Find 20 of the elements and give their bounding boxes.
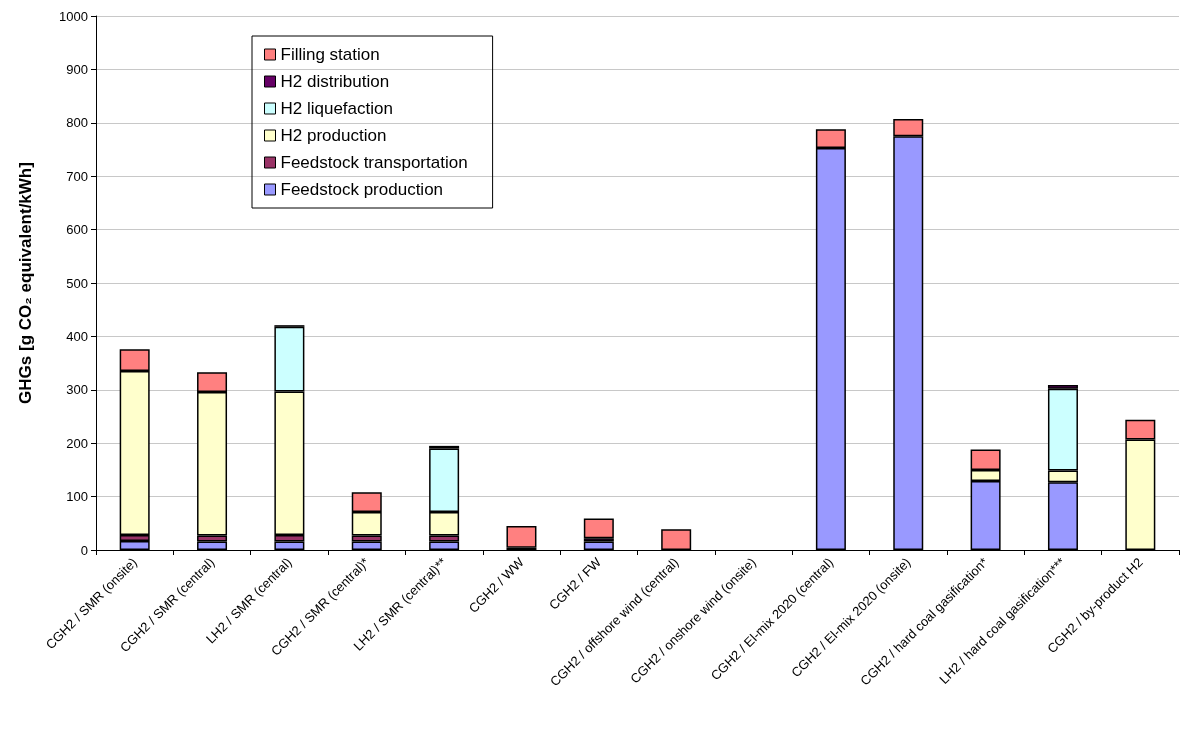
y-tick-label: 400	[66, 328, 88, 344]
legend-label: H2 distribution	[280, 72, 390, 91]
bar	[506, 525, 537, 548]
y-tick-label: 1000	[59, 8, 88, 24]
y-tick-label: 100	[66, 489, 88, 505]
legend-label: Filling station	[280, 45, 380, 64]
legend-label: Feedstock transportation	[280, 153, 468, 172]
y-tick-label: 700	[66, 168, 88, 184]
y-tick-label: 500	[66, 275, 88, 291]
y-tick-label: 600	[66, 222, 88, 238]
y-tick-label: 900	[66, 61, 88, 77]
legend-label: H2 production	[280, 126, 387, 145]
legend-label: H2 liquefaction	[280, 99, 393, 118]
y-tick-label: 800	[66, 115, 88, 131]
y-tick-label: 0	[80, 542, 88, 558]
y-tick-label: 300	[66, 382, 88, 398]
legend-label: Feedstock production	[280, 180, 444, 199]
bar	[583, 518, 614, 539]
y-tick-label: 200	[66, 435, 88, 451]
y-axis-title: GHGs [g CO₂ equivalent/kWh]	[16, 162, 35, 404]
